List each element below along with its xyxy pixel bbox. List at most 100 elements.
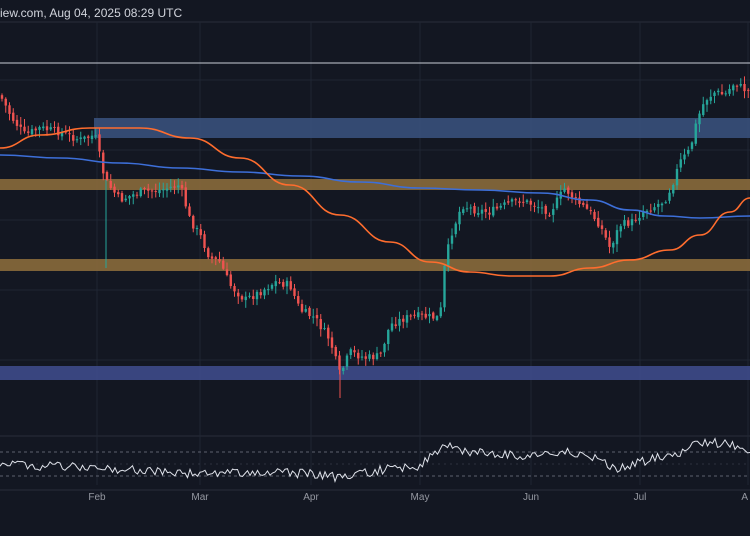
candle-body bbox=[578, 197, 581, 205]
candle-body bbox=[473, 205, 476, 214]
candle-body bbox=[375, 353, 379, 360]
candle-body bbox=[480, 209, 484, 214]
candle-body bbox=[522, 201, 525, 203]
zone-orange-2 bbox=[0, 179, 750, 190]
candle-body bbox=[600, 225, 604, 229]
candle-body bbox=[687, 149, 690, 154]
candle-body bbox=[484, 209, 487, 212]
candle-body bbox=[105, 172, 109, 181]
candle-body bbox=[525, 200, 529, 203]
candle-body bbox=[263, 289, 266, 296]
candle-body bbox=[42, 126, 45, 129]
candle-body bbox=[728, 88, 731, 94]
candle-body bbox=[720, 91, 724, 95]
candle-body bbox=[413, 314, 416, 316]
candle-body bbox=[477, 213, 480, 215]
candle-body bbox=[724, 93, 727, 95]
x-tick-label: Apr bbox=[303, 492, 319, 503]
rsi-line bbox=[0, 437, 750, 484]
candle-body bbox=[244, 296, 247, 301]
candle-body bbox=[293, 288, 296, 296]
candle-body bbox=[237, 292, 240, 297]
x-tick-label: A bbox=[741, 492, 748, 503]
candle-body bbox=[702, 104, 705, 115]
candle-body bbox=[4, 98, 7, 106]
candle-body bbox=[169, 186, 172, 188]
candle-body bbox=[233, 286, 236, 292]
moving-average-orange bbox=[0, 127, 750, 277]
candle-body bbox=[139, 188, 142, 197]
candle-body bbox=[570, 192, 574, 198]
candle-body bbox=[499, 205, 502, 208]
x-axis: Feb Mar Apr May Jun Jul A bbox=[88, 492, 748, 503]
candle-body bbox=[705, 100, 709, 105]
candle-body bbox=[177, 185, 180, 188]
candle-body bbox=[627, 220, 630, 226]
candle-body bbox=[334, 347, 337, 357]
candle-body bbox=[368, 354, 371, 359]
candle-body bbox=[672, 185, 675, 194]
candle-body bbox=[330, 337, 334, 348]
candle-body bbox=[12, 112, 15, 121]
candle-body bbox=[443, 265, 446, 308]
candle-body bbox=[552, 209, 555, 215]
candle-body bbox=[450, 235, 454, 244]
candle-body bbox=[567, 187, 570, 194]
candle-body bbox=[713, 92, 716, 97]
candle-body bbox=[117, 192, 120, 195]
candle-body bbox=[390, 323, 394, 331]
candle-body bbox=[387, 329, 390, 344]
candle-body bbox=[743, 84, 746, 92]
x-tick-label: Jun bbox=[523, 492, 539, 503]
candle-body bbox=[150, 190, 154, 192]
candle-body bbox=[747, 89, 750, 91]
candle-body bbox=[537, 207, 540, 209]
zone-orange-3 bbox=[0, 259, 750, 271]
candle-body bbox=[405, 315, 409, 323]
candle-body bbox=[72, 135, 75, 141]
candle-body bbox=[698, 113, 701, 125]
candle-body bbox=[394, 324, 397, 327]
candle-body bbox=[574, 197, 577, 199]
candle-body bbox=[612, 242, 615, 248]
candle-body bbox=[495, 206, 499, 209]
candle-body bbox=[30, 129, 34, 135]
candle-body bbox=[304, 309, 307, 312]
candle-body bbox=[360, 356, 364, 358]
candle-body bbox=[203, 234, 206, 248]
candle-body bbox=[207, 248, 210, 258]
candle-body bbox=[19, 124, 22, 127]
candle-body bbox=[113, 186, 116, 193]
x-tick-label: Mar bbox=[191, 492, 209, 503]
candles bbox=[0, 76, 750, 398]
candle-body bbox=[694, 123, 697, 144]
x-tick-label: Feb bbox=[88, 492, 106, 503]
candle-body bbox=[128, 196, 131, 199]
candle-body bbox=[27, 131, 30, 133]
candle-body bbox=[623, 220, 626, 226]
candle-body bbox=[638, 217, 641, 221]
candle-body bbox=[94, 135, 97, 137]
moving-average-blue bbox=[0, 154, 750, 219]
candle-body bbox=[252, 296, 255, 299]
candle-body bbox=[195, 227, 199, 230]
candle-body bbox=[274, 281, 277, 287]
candle-body bbox=[0, 95, 4, 99]
candle-body bbox=[57, 126, 60, 136]
candle-body bbox=[319, 319, 322, 330]
candle-body bbox=[132, 194, 135, 197]
candle-body bbox=[308, 307, 311, 317]
candle-body bbox=[75, 139, 79, 141]
candle-body bbox=[8, 105, 11, 114]
candle-body bbox=[739, 84, 742, 86]
candle-body bbox=[735, 85, 739, 87]
candle-body bbox=[297, 296, 300, 304]
candle-body bbox=[642, 212, 645, 217]
candle-body bbox=[147, 188, 150, 191]
candle-body bbox=[653, 207, 656, 211]
candle-body bbox=[432, 312, 435, 319]
candle-body bbox=[342, 367, 345, 372]
candle-body bbox=[589, 210, 592, 212]
